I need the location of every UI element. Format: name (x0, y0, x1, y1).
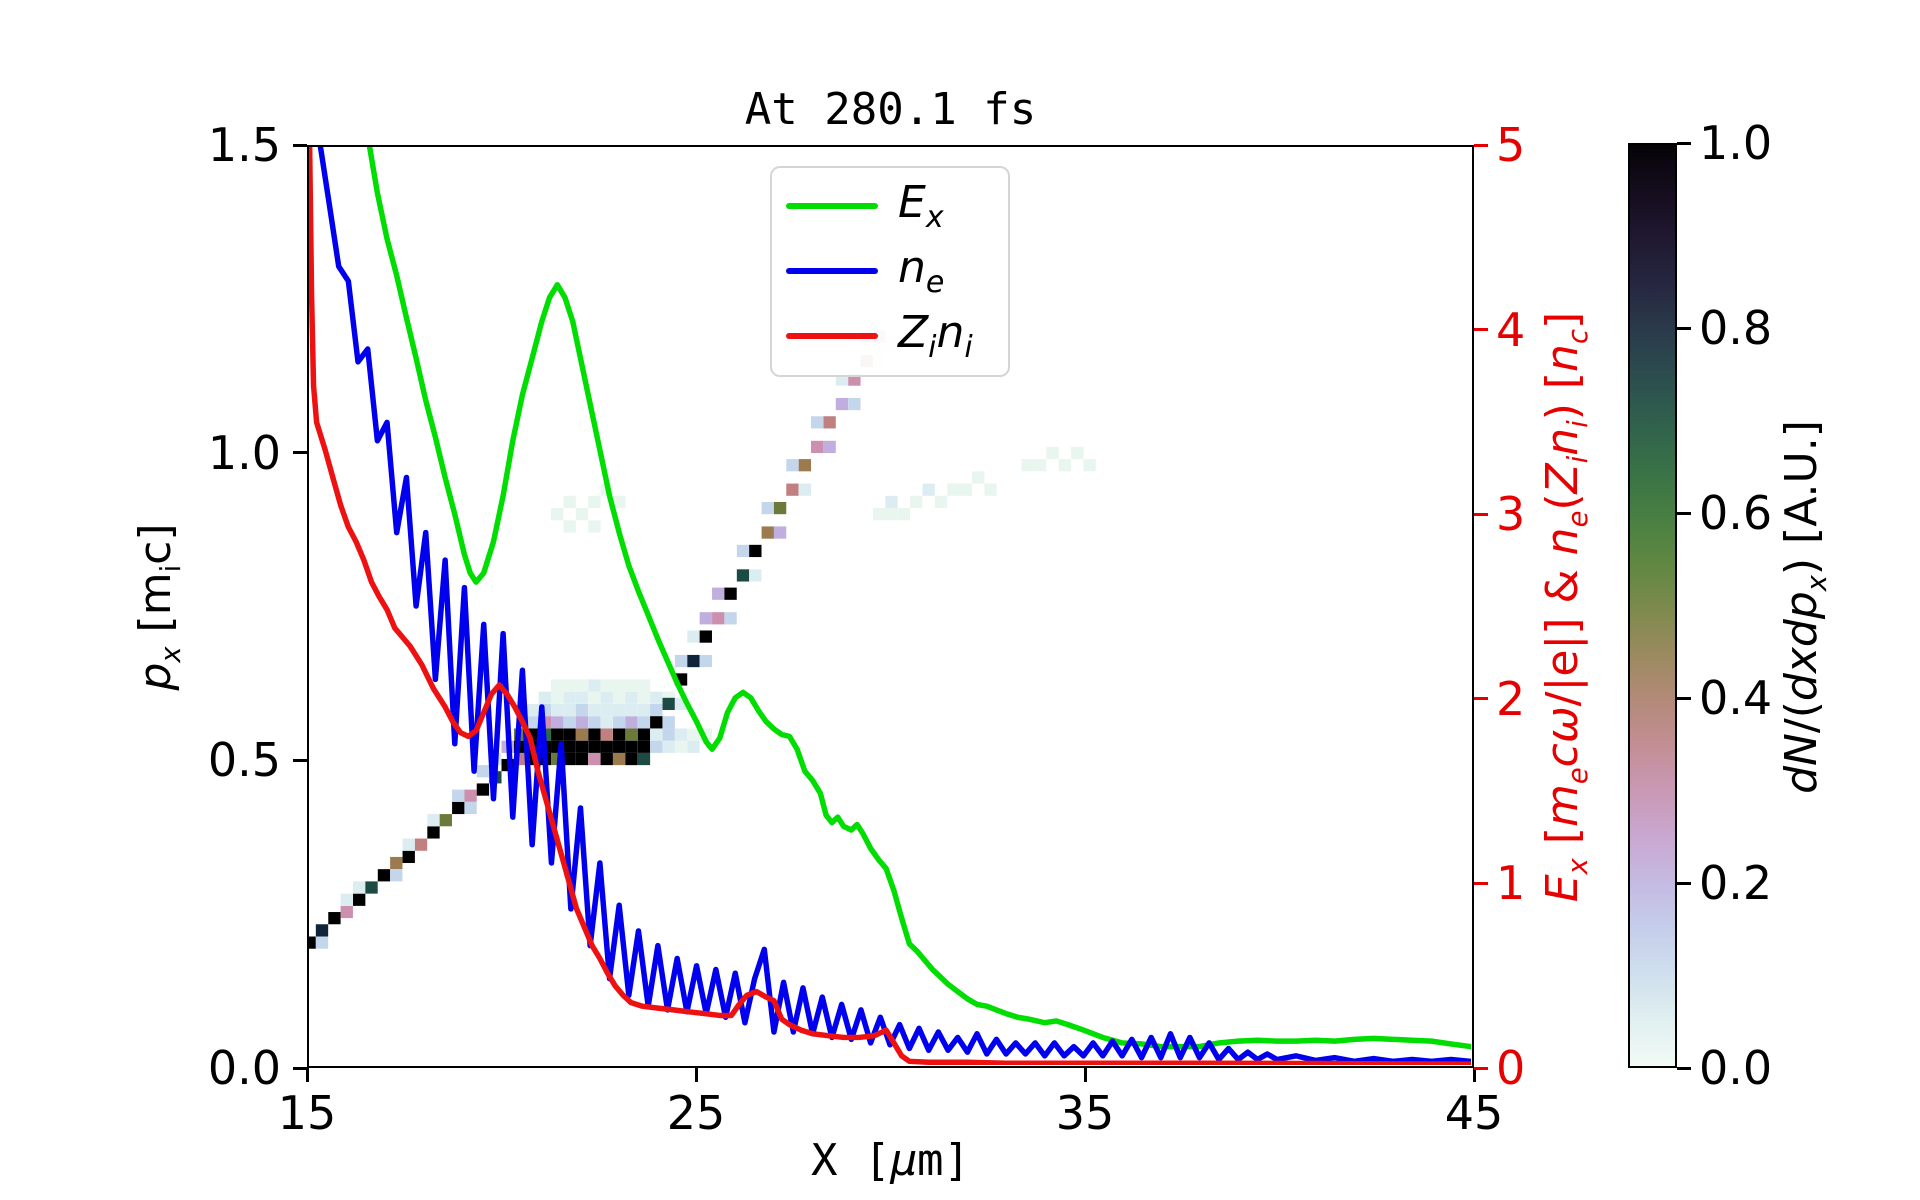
x-tick-label: 45 (1444, 1086, 1504, 1140)
y-right-tick-label: 2 (1496, 671, 1526, 726)
legend-entry-ne: ne (786, 241, 994, 300)
colorbar-tick-label: 0.8 (1699, 301, 1773, 355)
y-left-tickmark (293, 451, 307, 455)
colorbar (1628, 143, 1677, 1068)
y-left-tick-label: 1.0 (207, 425, 281, 480)
y-right-tick-label: 3 (1496, 487, 1526, 542)
legend-box: Ex ne Zini (770, 166, 1010, 377)
y-left-tickmark (293, 143, 307, 147)
legend-label-Ex: Ex (898, 176, 944, 235)
colorbar-label: dN/(dxdpx) [A.U.] (1776, 419, 1833, 794)
x-tickmark (694, 1068, 698, 1082)
colorbar-tickmark (1677, 881, 1691, 885)
colorbar-tickmark (1677, 326, 1691, 330)
y-axis-label-left: px [mic] (130, 522, 187, 691)
x-tickmark (1083, 1068, 1087, 1082)
y-right-tickmark (1474, 143, 1488, 147)
colorbar-tickmark (1677, 1066, 1691, 1070)
legend-label-Zini: Zini (898, 306, 973, 365)
colorbar-tickmark (1677, 511, 1691, 515)
phase-space-plot (303, 144, 1474, 1067)
y-right-tickmark (1474, 1066, 1488, 1070)
colorbar-tickmark (1677, 141, 1691, 145)
y-right-tick-label: 1 (1496, 856, 1526, 911)
legend-line-ne (786, 268, 878, 275)
x-axis-label: X [μm] (811, 1135, 970, 1186)
colorbar-tick-label: 0.6 (1699, 486, 1773, 540)
x-tickmark (1472, 1068, 1476, 1082)
chart-title: At 280.1 fs (744, 84, 1037, 135)
y-left-tick-label: 0.0 (207, 1041, 281, 1095)
legend-entry-Ex: Ex (786, 176, 994, 235)
colorbar-tick-label: 1.0 (1699, 116, 1773, 170)
legend-label-ne: ne (898, 241, 945, 300)
legend-line-Ex (786, 203, 878, 210)
colorbar-tickmark (1677, 696, 1691, 700)
y-left-tickmark (293, 758, 307, 762)
colorbar-tick-label: 0.2 (1699, 856, 1773, 910)
y-right-tickmark (1474, 881, 1488, 885)
x-tick-label: 15 (277, 1086, 337, 1140)
curve-ne (317, 144, 1474, 1065)
heatmap-cells (303, 330, 1096, 949)
y-left-tick-label: 1.5 (207, 118, 281, 172)
y-right-tick-label: 0 (1496, 1041, 1526, 1095)
y-right-tick-label: 5 (1496, 118, 1526, 172)
legend-line-Zini (786, 333, 878, 340)
y-right-tickmark (1474, 697, 1488, 701)
colorbar-tick-label: 0.4 (1699, 671, 1773, 725)
x-tickmark (305, 1068, 309, 1082)
y-left-tickmark (293, 1066, 307, 1070)
curve-Ex (366, 144, 1474, 1050)
colorbar-tick-label: 0.0 (1699, 1041, 1773, 1095)
curve-Zini (306, 144, 1474, 1067)
y-axis-label-right: Ex [mecω/|e|] & ne(Zini) [nc] (1537, 311, 1594, 902)
y-right-tickmark (1474, 512, 1488, 516)
y-right-tickmark (1474, 328, 1488, 332)
y-left-tick-label: 0.5 (207, 733, 281, 788)
legend-entry-Zini: Zini (786, 306, 994, 365)
y-right-tick-label: 4 (1496, 302, 1526, 357)
x-tick-label: 35 (1055, 1086, 1115, 1140)
x-tick-label: 25 (666, 1086, 726, 1140)
